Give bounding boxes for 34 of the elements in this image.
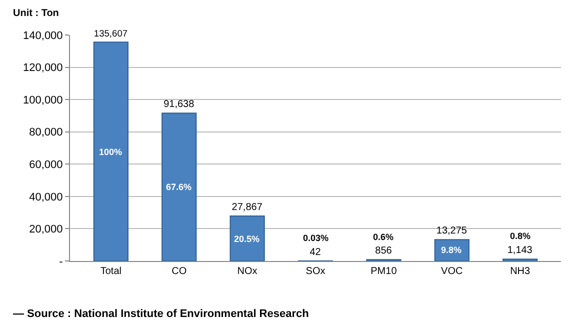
y-tick-label: 140,000 bbox=[23, 30, 63, 42]
x-tick-label: CO bbox=[172, 266, 187, 277]
y-tick-label: - bbox=[59, 256, 64, 268]
x-tick-label: Total bbox=[100, 266, 122, 277]
data-label: 856 bbox=[375, 246, 392, 257]
data-label: 1,143 bbox=[507, 245, 533, 256]
x-tick-label: NOx bbox=[237, 266, 258, 277]
annotation: 100% bbox=[99, 147, 122, 157]
data-label: 42 bbox=[310, 246, 322, 258]
y-tick-label: 80,000 bbox=[29, 126, 63, 139]
x-tick-label: VOC bbox=[441, 266, 463, 277]
data-label: 135,607 bbox=[94, 28, 128, 38]
text: — Source : National Institute of Environmental Research bbox=[13, 308, 310, 320]
annotation: 0.8% bbox=[510, 231, 531, 241]
bar bbox=[230, 216, 265, 261]
y-tick-label: 60,000 bbox=[29, 158, 63, 171]
data-label: 13,275 bbox=[436, 226, 468, 237]
x-tick-label: SOx bbox=[306, 266, 326, 277]
x-tick-label: PM10 bbox=[370, 266, 398, 277]
x-tick-label: NH3 bbox=[510, 266, 531, 277]
bar bbox=[93, 42, 128, 261]
y-tick-label: 20,000 bbox=[29, 224, 63, 236]
y-axis-title: Unit : Ton bbox=[13, 8, 59, 19]
y-tick-label: 40,000 bbox=[29, 191, 63, 204]
y-tick-label: 100,000 bbox=[23, 94, 63, 106]
bar bbox=[162, 112, 197, 261]
annotation: 0.6% bbox=[373, 232, 394, 242]
annotation: 67.6% bbox=[166, 182, 192, 192]
annotation: 9.8% bbox=[441, 245, 462, 255]
data-label: 91,638 bbox=[164, 99, 195, 110]
annotation: 0.03% bbox=[303, 233, 329, 243]
data-label: 27,867 bbox=[232, 202, 263, 214]
y-tick-label: 120,000 bbox=[23, 62, 63, 74]
annotation: 20.5% bbox=[234, 234, 260, 244]
